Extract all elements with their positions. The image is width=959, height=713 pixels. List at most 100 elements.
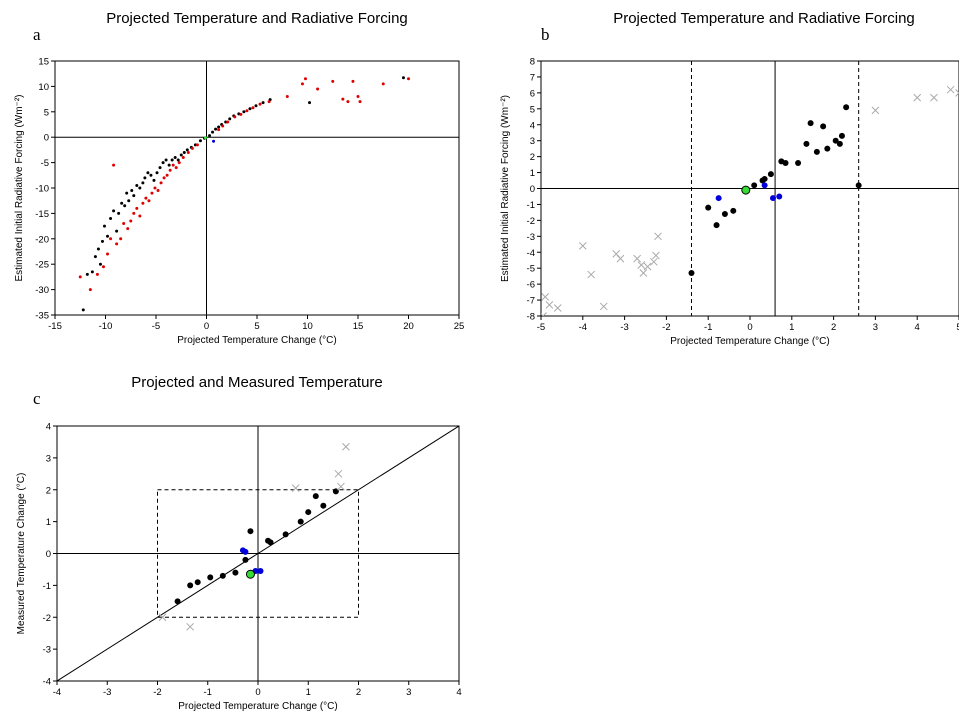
- data-point: [106, 252, 110, 256]
- data-point: [652, 251, 660, 260]
- data-point: [168, 168, 172, 172]
- data-point: [194, 579, 201, 586]
- data-point: [930, 93, 938, 102]
- data-point: [129, 219, 133, 223]
- data-point: [267, 100, 271, 104]
- data-point: [155, 171, 159, 175]
- data-point: [599, 302, 608, 311]
- data-point: [123, 204, 127, 208]
- series-0: [81, 76, 405, 312]
- data-point: [170, 158, 174, 162]
- x-tick-label: 0: [204, 321, 209, 332]
- data-point: [127, 199, 131, 203]
- plot-content: [541, 61, 959, 316]
- data-point: [312, 493, 319, 500]
- data-point: [654, 232, 662, 241]
- data-point: [112, 209, 116, 213]
- plot-content: [57, 426, 459, 681]
- data-point: [751, 182, 758, 189]
- data-point: [242, 556, 249, 563]
- data-point: [633, 254, 641, 263]
- x-tick-label: -3: [103, 687, 111, 698]
- data-point: [119, 237, 123, 241]
- data-point: [578, 242, 587, 250]
- data-point: [541, 312, 547, 316]
- data-point: [251, 106, 255, 110]
- data-point: [100, 239, 104, 243]
- data-point: [138, 186, 142, 190]
- data-point: [198, 139, 202, 143]
- data-point: [285, 95, 289, 99]
- data-point: [305, 509, 312, 516]
- data-point: [639, 269, 648, 277]
- y-axis-label: Estimated Initial Radiative Forcing (Wm⁻…: [500, 95, 511, 282]
- data-point: [232, 569, 239, 576]
- y-tick-label: -30: [35, 285, 49, 296]
- panel-a: a Projected Temperature and Radiative Fo…: [14, 10, 464, 346]
- data-point: [78, 275, 82, 279]
- data-point: [553, 304, 562, 312]
- data-point: [643, 262, 652, 271]
- data-point: [541, 293, 550, 301]
- y-tick-label: 5: [44, 107, 49, 118]
- data-point: [126, 227, 130, 231]
- data-point: [782, 160, 789, 166]
- data-point: [190, 146, 194, 150]
- data-point: [316, 87, 320, 91]
- x-tick-label: 20: [403, 321, 414, 332]
- series-2: [212, 139, 216, 143]
- data-point: [176, 158, 180, 162]
- data-point: [171, 163, 175, 167]
- data-point: [358, 100, 362, 104]
- data-point: [212, 139, 216, 143]
- y-tick-label: -7: [527, 296, 535, 307]
- x-tick-label: -2: [662, 322, 670, 333]
- data-point: [149, 173, 153, 177]
- y-tick-label: 3: [530, 136, 535, 147]
- y-tick-label: -2: [43, 613, 51, 624]
- x-tick-label: -4: [579, 322, 587, 333]
- data-point: [98, 262, 102, 266]
- series-1: [239, 547, 264, 575]
- data-point: [109, 237, 113, 241]
- y-tick-label: 8: [530, 57, 535, 68]
- data-point: [761, 175, 768, 182]
- x-tick-label: -1: [704, 322, 712, 333]
- data-point: [308, 101, 312, 105]
- x-tick-label: 4: [915, 322, 920, 333]
- panel-b-plot: -5 -4 -3 -2 -1 0 1 2 3 4 5 -8 -7 -6 -5 -4 -3 -2 -1 0 1 2 3 4 5 6 7…: [500, 57, 959, 347]
- panel-b-title: Projected Temperature and Radiative Forc…: [613, 10, 915, 27]
- data-point: [836, 140, 843, 147]
- data-point: [730, 207, 737, 214]
- data-point: [90, 270, 94, 274]
- panel-c-plot: -4 -3 -2 -1 0 1 2 3 4 -4 -3 -2 -1 0 1 2 3 4 Projected Temp…: [16, 422, 462, 713]
- y-tick-label: -15: [35, 209, 49, 220]
- data-point: [239, 112, 243, 116]
- data-point: [217, 125, 221, 129]
- panel-c-letter: c: [33, 389, 41, 408]
- data-point: [721, 211, 728, 217]
- data-point: [141, 181, 145, 185]
- x-tick-label: -15: [48, 321, 62, 332]
- data-point: [150, 191, 154, 195]
- x-tick-label: 2: [356, 687, 361, 698]
- x-tick-label: -1: [204, 687, 212, 698]
- data-point: [824, 145, 831, 152]
- y-tick-label: 0: [46, 549, 51, 560]
- x-tick-label: -5: [537, 322, 545, 333]
- y-tick-label: -6: [527, 280, 535, 291]
- data-point: [303, 77, 307, 81]
- x-axis-label: Projected Temperature Change (°C): [670, 336, 829, 347]
- data-point: [93, 255, 97, 259]
- y-tick-label: -1: [43, 581, 51, 592]
- data-point: [300, 82, 304, 86]
- data-point: [159, 181, 163, 185]
- data-point: [228, 117, 232, 121]
- y-tick-label: -3: [43, 645, 51, 656]
- x-tick-label: 1: [306, 687, 311, 698]
- data-point: [855, 182, 862, 189]
- y-tick-label: -20: [35, 234, 49, 245]
- y-tick-label: -8: [527, 312, 535, 323]
- y-tick-label: -4: [527, 248, 535, 259]
